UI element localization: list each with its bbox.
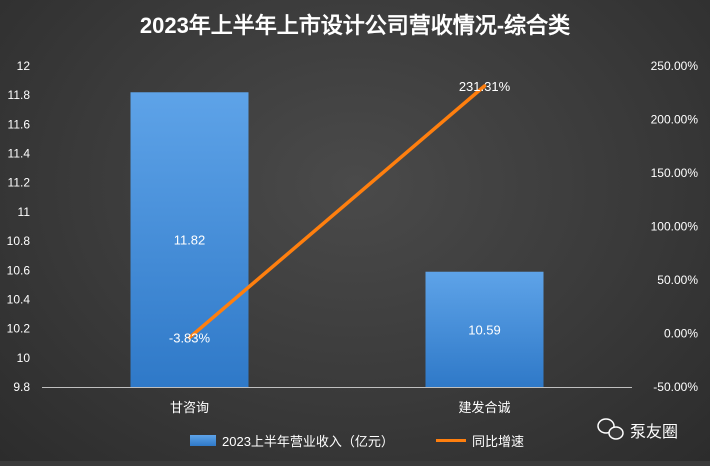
line-series [187, 84, 487, 340]
wechat-icon [597, 418, 624, 440]
watermark: 泵友圈 [597, 418, 678, 441]
legend-bar-swatch [190, 435, 216, 446]
bar-value-label: 11.82 [174, 233, 206, 248]
bar-2 [425, 271, 544, 387]
left-axis-tick-label: 10.2 [7, 322, 31, 336]
right-axis-tick-label: -50.00% [653, 380, 698, 394]
x-axis-labels: 甘咨询 建发合诚 [170, 400, 511, 415]
left-axis-tick-label: 9.8 [13, 380, 30, 394]
line-value-label: -3.83% [169, 331, 211, 346]
left-axis-tick-label: 11.4 [8, 147, 31, 161]
right-axis-tick-label: 50.00% [657, 273, 698, 287]
legend-line-label: 同比增速 [472, 434, 524, 449]
growth-line [187, 84, 487, 340]
legend: 2023上半年营业收入（亿元） 同比增速 [190, 434, 524, 449]
right-axis-tick-label: 150.00% [651, 166, 699, 180]
left-axis: 9.8 10 10.2 10.4 10.6 10.8 11 11.2 11.4 11.6 11.8 1… [7, 59, 31, 394]
left-axis-tick-label: 10.4 [7, 292, 31, 306]
left-axis-tick-label: 10.6 [7, 263, 31, 277]
right-axis-tick-label: 250.00% [651, 59, 699, 73]
line-value-label: 231.31% [459, 79, 511, 94]
chart-title: 2023年上半年上市设计公司营收情况-综合类 [140, 13, 571, 38]
left-axis-tick-label: 11.2 [8, 176, 31, 190]
bar-value-label: 10.59 [468, 322, 501, 337]
left-axis-tick-label: 11.6 [8, 117, 31, 131]
left-axis-tick-label: 12 [17, 59, 31, 73]
right-axis-tick-label: 100.00% [651, 220, 699, 234]
x-axis-category-label: 建发合诚 [458, 400, 510, 415]
left-axis-tick-label: 11.8 [8, 88, 31, 102]
right-axis: -50.00% 0.00% 50.00% 100.00% 150.00% 200.00% 2… [651, 59, 699, 394]
watermark-text: 泵友圈 [630, 423, 678, 441]
data-labels: 11.82 10.59 -3.83% 231.31% [169, 79, 511, 346]
left-axis-tick-label: 11 [18, 205, 31, 219]
right-axis-tick-label: 200.00% [651, 113, 699, 127]
right-axis-tick-label: 0.00% [664, 327, 698, 341]
x-axis-category-label: 甘咨询 [170, 400, 209, 415]
left-axis-tick-label: 10 [17, 351, 31, 365]
legend-bar-label: 2023上半年营业收入（亿元） [222, 434, 394, 449]
left-axis-tick-label: 10.8 [7, 234, 31, 248]
